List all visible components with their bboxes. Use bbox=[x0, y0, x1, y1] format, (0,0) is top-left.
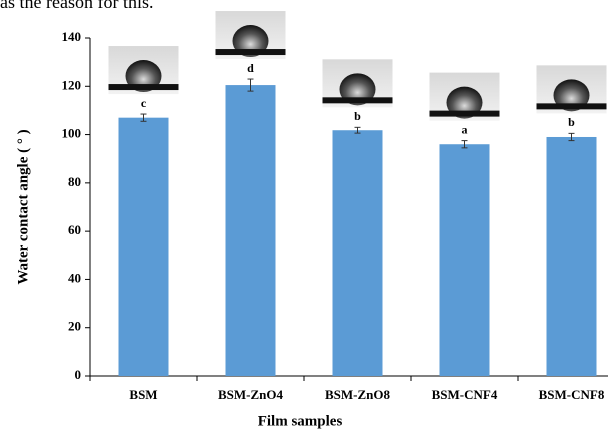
y-tick-label: 20 bbox=[68, 319, 81, 334]
bar bbox=[225, 85, 276, 376]
error-bar bbox=[354, 126, 361, 134]
y-tick-label: 40 bbox=[68, 270, 81, 285]
droplet-substrate bbox=[536, 103, 607, 110]
droplet-substrate bbox=[322, 97, 393, 104]
error-bar bbox=[568, 132, 575, 142]
y-tick-label: 0 bbox=[75, 367, 82, 382]
significance-letter: b bbox=[354, 109, 361, 123]
droplet-substrate bbox=[108, 84, 179, 91]
bar bbox=[118, 117, 169, 377]
header-text: as the reason for this. bbox=[0, 0, 153, 12]
x-tick-label: BSM-CNF4 bbox=[432, 387, 498, 402]
significance-letter: a bbox=[462, 122, 468, 136]
bar bbox=[332, 130, 383, 376]
y-tick-label: 140 bbox=[62, 29, 82, 44]
x-tick-label: BSM-ZnO4 bbox=[218, 387, 284, 402]
x-tick-label: BSM bbox=[129, 387, 157, 402]
bar bbox=[439, 144, 490, 376]
y-tick-label: 60 bbox=[68, 222, 81, 237]
y-tick-label: 120 bbox=[62, 77, 82, 92]
bar bbox=[546, 136, 597, 376]
x-tick-label: BSM-CNF8 bbox=[539, 387, 605, 402]
error-bar bbox=[247, 78, 254, 92]
error-bar bbox=[140, 113, 147, 122]
significance-letter: d bbox=[247, 61, 254, 75]
droplet-substrate bbox=[215, 49, 286, 56]
x-tick-label: BSM-ZnO8 bbox=[325, 387, 391, 402]
y-tick-label: 80 bbox=[68, 174, 81, 189]
y-axis-label: Water contact angle ( ° ) bbox=[15, 129, 31, 284]
y-tick-label: 100 bbox=[62, 126, 82, 141]
droplet-substrate bbox=[429, 110, 500, 117]
significance-letter: b bbox=[568, 115, 575, 129]
significance-letter: c bbox=[141, 96, 147, 110]
x-axis-label: Film samples bbox=[258, 413, 343, 429]
error-bar bbox=[461, 140, 468, 149]
